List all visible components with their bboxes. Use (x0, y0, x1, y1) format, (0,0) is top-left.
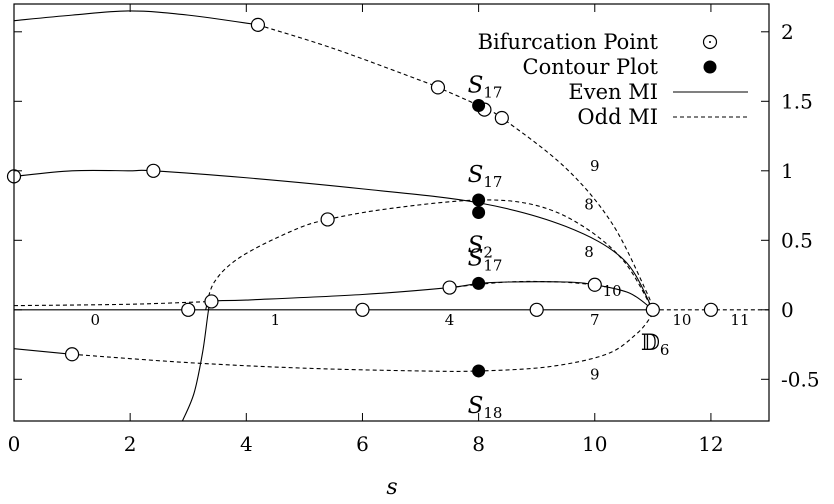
y-tick-label: 2 (781, 20, 794, 44)
contour-point (472, 206, 486, 219)
legend-open-circle-dot (709, 41, 711, 43)
x-axis: 0 2 4 6 8 10 12 (8, 4, 724, 456)
curve-solid-9 (14, 348, 73, 355)
y-tick-label: 1 (781, 159, 794, 183)
x-axis-title: s (386, 475, 397, 500)
branch-label: 0 (91, 311, 101, 329)
bifurcation-point (494, 110, 509, 126)
legend-label: Even MI (568, 80, 658, 104)
branch-label: 4 (445, 311, 455, 329)
branch-label: 7 (590, 311, 600, 329)
d6-label: 𝔻6 (641, 331, 670, 359)
contour-point (472, 364, 486, 378)
bifurcation-point (703, 302, 719, 317)
x-tick-label: 0 (8, 432, 21, 456)
branch-label: 10 (672, 311, 691, 329)
contour-label: S17 (468, 162, 503, 191)
contour-label: S2 (468, 233, 493, 262)
bifurcation-point (430, 80, 446, 95)
branch-label: 1 (271, 311, 281, 329)
y-tick-label: 1.5 (781, 89, 813, 113)
bifurcation-point (204, 294, 219, 309)
y-axis: -0.5 0 0.5 1 1.5 2 (14, 20, 820, 391)
bifurcation-point (587, 277, 602, 292)
bifurcation-point (181, 302, 196, 317)
curve-solid-0 (14, 10, 258, 26)
x-tick-label: 2 (124, 432, 137, 456)
bifurcation-point (146, 163, 161, 178)
bifurcation-point (250, 17, 266, 32)
y-tick-label: 0.5 (781, 228, 813, 252)
bifurcation-point (645, 302, 660, 317)
bifurcation-point (320, 212, 335, 227)
contour-point (472, 276, 486, 290)
contour-label: S17 (468, 72, 503, 101)
contour-point (472, 193, 486, 207)
bifurcation-point (442, 280, 457, 295)
branch-label: 8 (584, 243, 594, 261)
curve-dashed-3 (205, 199, 654, 311)
y-tick-label: -0.5 (781, 367, 820, 391)
x-tick-label: 8 (472, 432, 485, 456)
x-tick-label: 10 (582, 432, 607, 456)
contour-label: S18 (468, 393, 503, 422)
bifurcation-point (355, 302, 370, 317)
legend-label: Contour Plot (523, 55, 659, 79)
curve-dashed-6 (449, 280, 595, 289)
curve-solid-2 (14, 169, 654, 311)
legend-filled-circle (703, 60, 717, 74)
x-tick-label: 6 (356, 432, 369, 456)
branch-label: 11 (730, 311, 749, 329)
curve-dashed-10 (72, 309, 654, 372)
curve-dashed-5 (14, 300, 212, 307)
bifurcation-point (64, 347, 80, 362)
bifurcation-point (529, 302, 544, 317)
x-tick-label: 12 (698, 432, 723, 456)
y-tick-label: 0 (781, 298, 794, 322)
curve-solid-4 (181, 281, 654, 421)
legend-label: Bifurcation Point (478, 30, 659, 54)
legend-label: Odd MI (577, 105, 658, 129)
plot-frame (13, 3, 770, 422)
branch-label: 8 (584, 196, 594, 214)
x-tick-label: 4 (240, 432, 253, 456)
branch-label: 9 (590, 365, 600, 383)
branch-label: 10 (603, 282, 622, 300)
contour-point (472, 98, 486, 112)
branch-label: 9 (590, 157, 600, 175)
